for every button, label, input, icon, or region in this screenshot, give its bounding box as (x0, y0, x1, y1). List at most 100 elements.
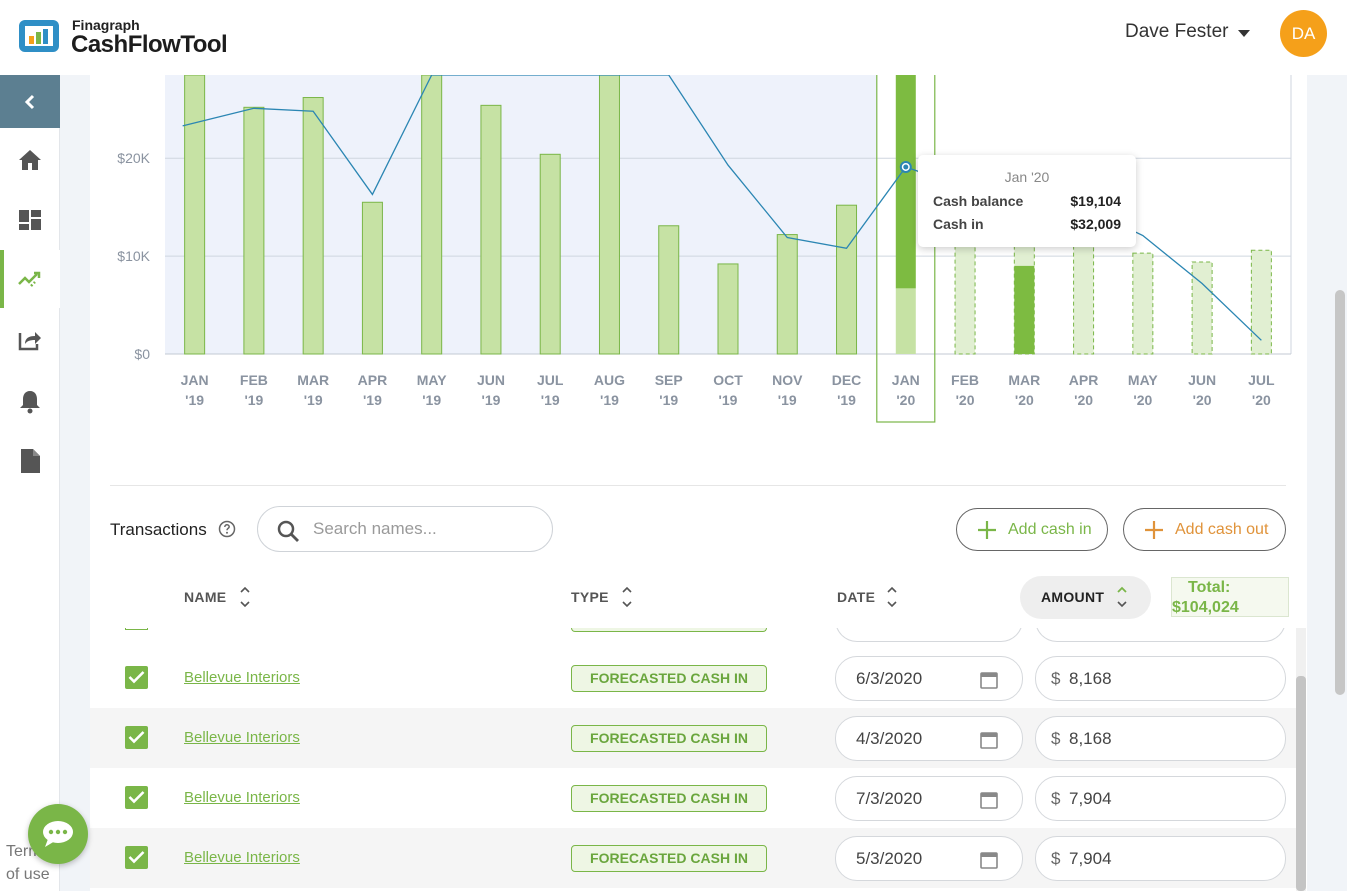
row-checkbox[interactable] (125, 846, 148, 869)
sidebar-item-dashboard[interactable] (0, 192, 60, 248)
x-tick-label-month: JUN (477, 372, 505, 388)
brand-small: Finagraph (72, 17, 140, 33)
collapse-sidebar-button[interactable] (0, 75, 60, 128)
table-row-partial (90, 628, 1296, 648)
page-scrollbar[interactable] (1333, 75, 1347, 891)
search-input[interactable] (313, 517, 533, 541)
calendar-icon[interactable] (979, 670, 999, 690)
calendar-icon[interactable] (979, 790, 999, 810)
currency-symbol: $ (1051, 729, 1061, 748)
sort-icon[interactable] (621, 584, 633, 610)
cashflow-chart: $0 $10K $20K JAN '19 FEB '19 MAR '19 APR '19 MAY '19… (117, 75, 1292, 423)
amount-field-partial[interactable] (1035, 628, 1286, 642)
bar-cash-in-forecast (1132, 252, 1154, 355)
currency-symbol: $ (1051, 669, 1061, 688)
bar-cash-in-forecast (1073, 245, 1095, 355)
calendar-icon[interactable] (979, 730, 999, 750)
chart-tooltip: Jan '20 Cash balance $19,104 Cash in $32… (918, 155, 1136, 247)
transaction-name-link[interactable]: Bellevue Interiors (184, 849, 300, 866)
bar-cash-in (302, 97, 324, 355)
column-header-amount[interactable]: AMOUNT (1020, 576, 1151, 619)
x-tick-label-year: '20 (1252, 392, 1271, 408)
column-header-date[interactable]: DATE (837, 589, 876, 605)
amount-field[interactable]: $8,168 (1035, 716, 1286, 761)
checkbox-partial[interactable] (125, 628, 148, 630)
bar-cash-in (184, 75, 206, 355)
chevron-left-icon (24, 94, 35, 110)
section-divider (110, 485, 1286, 486)
amount-field[interactable]: $7,904 (1035, 776, 1286, 821)
bar-cash-in (658, 225, 680, 355)
x-tick-label-year: '19 (719, 392, 738, 408)
date-field[interactable]: 7/3/2020 (835, 776, 1023, 821)
row-checkbox[interactable] (125, 666, 148, 689)
date-field[interactable]: 4/3/2020 (835, 716, 1023, 761)
transaction-name-link[interactable]: Bellevue Interiors (184, 669, 300, 686)
x-tick-label-year: '19 (600, 392, 619, 408)
table-row: Bellevue Interiors FORECASTED CASH IN 7/… (90, 768, 1296, 828)
amount-field[interactable]: $7,904 (1035, 836, 1286, 881)
total-amount-box: Total: $104,024 (1171, 577, 1289, 617)
sort-icon[interactable] (886, 584, 898, 610)
calendar-icon[interactable] (979, 850, 999, 870)
sidebar-item-notifications[interactable] (0, 372, 60, 428)
sidebar: Terms of use (0, 75, 60, 891)
x-tick-label-month: MAR (1008, 372, 1040, 388)
type-badge-partial (571, 628, 767, 632)
amount-value: 7,904 (1069, 789, 1112, 808)
transaction-name-link[interactable]: Bellevue Interiors (184, 729, 300, 746)
transaction-name-link[interactable]: Bellevue Interiors (184, 789, 300, 806)
column-header-type[interactable]: TYPE (571, 589, 609, 605)
x-tick-label-year: '20 (1133, 392, 1152, 408)
search-input-wrapper[interactable] (257, 506, 553, 552)
plus-icon (978, 521, 996, 539)
amount-field[interactable]: $8,168 (1035, 656, 1286, 701)
help-icon[interactable] (218, 520, 236, 538)
x-tick-label-month: JAN (181, 372, 209, 388)
caret-down-icon[interactable] (1238, 30, 1250, 37)
page-scrollbar-thumb[interactable] (1335, 290, 1345, 695)
sidebar-item-reports[interactable] (0, 432, 60, 488)
date-value: 7/3/2020 (856, 789, 923, 808)
bar-cash-in-forecast (1191, 261, 1213, 355)
app-logo[interactable]: Finagraph CashFlowTool (18, 16, 248, 60)
logo-mark-icon (19, 20, 59, 52)
plus-icon (1145, 521, 1163, 539)
sidebar-item-cashflow[interactable] (0, 250, 60, 308)
x-tick-label-month: SEP (655, 372, 683, 388)
bar-cash-in (421, 75, 443, 355)
table-scrollbar-thumb[interactable] (1296, 676, 1306, 891)
table-row: Bellevue Interiors FORECASTED CASH IN 5/… (90, 828, 1296, 888)
user-menu-name[interactable]: Dave Fester (1125, 21, 1229, 42)
column-header-name[interactable]: NAME (184, 589, 227, 605)
date-field-partial[interactable] (835, 628, 1023, 642)
x-tick-label-year: '20 (956, 392, 975, 408)
row-checkbox[interactable] (125, 786, 148, 809)
avatar[interactable]: DA (1280, 10, 1327, 57)
chat-button[interactable] (28, 804, 88, 864)
bar-cash-in-selected (895, 75, 916, 289)
cash-balance-point-selected-core (903, 164, 909, 170)
checkmark-icon (128, 791, 145, 804)
date-field[interactable]: 6/3/2020 (835, 656, 1023, 701)
add-cash-out-button[interactable]: Add cash out (1123, 508, 1286, 551)
sidebar-item-home[interactable] (0, 132, 60, 188)
date-field[interactable]: 5/3/2020 (835, 836, 1023, 881)
date-value: 5/3/2020 (856, 849, 923, 868)
bar-cash-in (539, 153, 561, 355)
bar-cash-in (776, 234, 798, 355)
table-scrollbar[interactable] (1296, 628, 1306, 891)
sidebar-item-share[interactable] (0, 312, 60, 368)
amount-value: 8,168 (1069, 729, 1112, 748)
sort-icon[interactable] (239, 584, 251, 610)
x-tick-label-year: '19 (422, 392, 441, 408)
y-tick-label: $10K (117, 248, 150, 264)
type-badge: FORECASTED CASH IN (571, 785, 767, 812)
checkmark-icon (128, 851, 145, 864)
x-tick-label-year: '19 (481, 392, 500, 408)
row-checkbox[interactable] (125, 726, 148, 749)
tooltip-value: $32,009 (1070, 216, 1121, 232)
x-tick-label-year: '19 (185, 392, 204, 408)
add-cash-in-button[interactable]: Add cash in (956, 508, 1108, 551)
x-tick-label-month: JUN (1188, 372, 1216, 388)
